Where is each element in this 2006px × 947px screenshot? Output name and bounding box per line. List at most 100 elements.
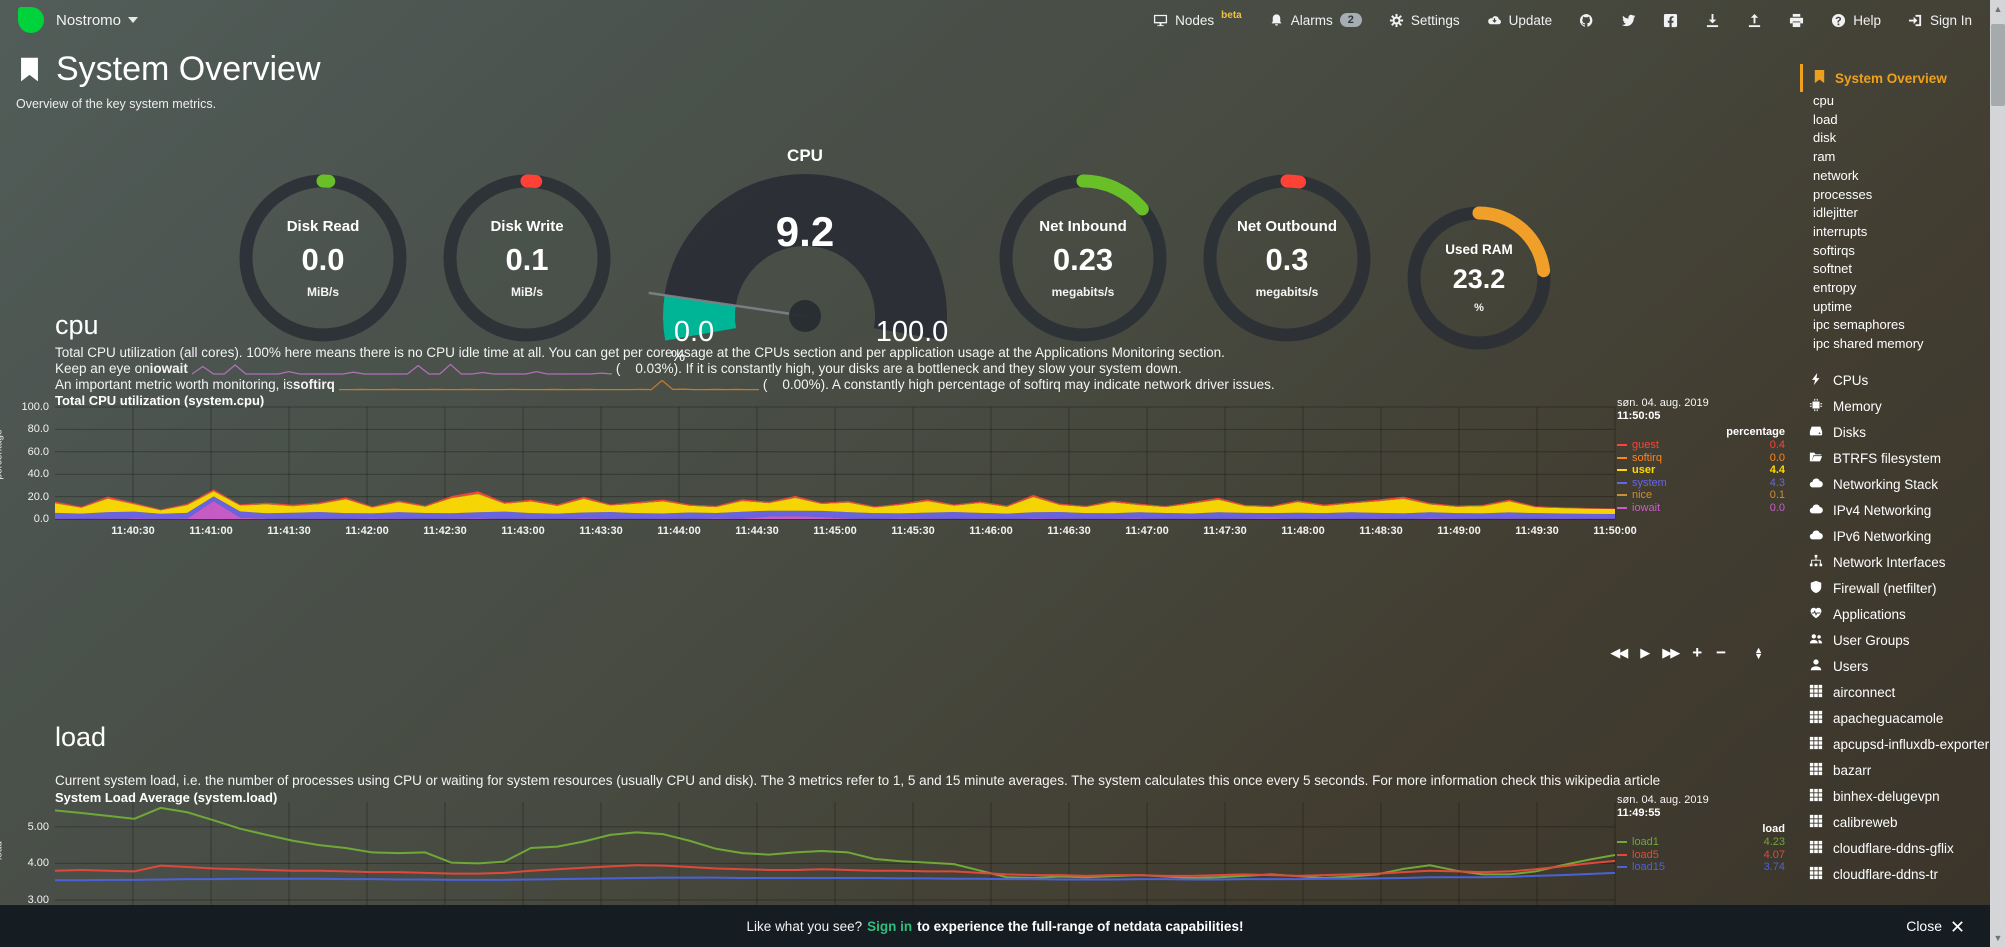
- sidebar-item-users[interactable]: Users: [1800, 654, 1990, 680]
- sidebar-item-ipv6-networking[interactable]: IPv6 Networking: [1800, 524, 1990, 550]
- cpu-utilization-chart[interactable]: Total CPU utilization (system.cpu) perce…: [0, 393, 1785, 683]
- netdata-logo-icon[interactable]: [18, 7, 44, 33]
- legend-row-iowait[interactable]: iowait 0.0: [1617, 502, 1785, 515]
- iowait-sparkline[interactable]: [191, 361, 612, 376]
- zoom-in-button[interactable]: +: [1692, 643, 1703, 662]
- sidebar-item-applications[interactable]: Applications: [1800, 602, 1990, 628]
- sidebar-item-user-groups[interactable]: User Groups: [1800, 628, 1990, 654]
- nav-nodes[interactable]: Nodes beta: [1153, 10, 1242, 28]
- sidebar-subitem-interrupts[interactable]: interrupts: [1813, 223, 1868, 239]
- resize-handle[interactable]: ▲ ▼: [1754, 645, 1763, 661]
- sidebar-subitem-ipc-semaphores[interactable]: ipc semaphores: [1813, 317, 1905, 333]
- gauge-cpu[interactable]: CPU 9.2 0.0 100.0 %: [645, 146, 965, 366]
- gauge-net-outbound[interactable]: Net Outbound 0.3 megabits/s: [1201, 172, 1373, 344]
- legend-series-name: load5: [1632, 848, 1659, 861]
- nav-alarms[interactable]: Alarms 2: [1269, 13, 1362, 28]
- nav-twitter[interactable]: [1621, 13, 1636, 28]
- sidebar-subitem-disk[interactable]: disk: [1813, 130, 1837, 146]
- legend-row-load5[interactable]: load5 4.07: [1617, 849, 1785, 862]
- zoom-out-button[interactable]: −: [1716, 643, 1727, 662]
- cpu-chart-canvas: [55, 406, 1616, 520]
- legend-swatch: [1617, 494, 1627, 497]
- sidebar-subitem-uptime[interactable]: uptime: [1813, 298, 1853, 314]
- nav-github[interactable]: [1579, 13, 1594, 28]
- sidebar-item-network-interfaces[interactable]: Network Interfaces: [1800, 550, 1990, 576]
- legend-swatch: [1617, 841, 1627, 844]
- legend-series-name: nice: [1632, 489, 1653, 501]
- pan-backward-button[interactable]: ◀◀: [1610, 645, 1628, 660]
- legend-unit-header: load: [1762, 823, 1785, 835]
- nav-import[interactable]: [1747, 13, 1762, 28]
- nav-settings[interactable]: Settings: [1389, 13, 1460, 28]
- legend-row-load1[interactable]: load1 4.23: [1617, 836, 1785, 849]
- legend-row-load15[interactable]: load15 3.74: [1617, 861, 1785, 874]
- gauge-used-ram[interactable]: Used RAM 23.2 %: [1405, 204, 1553, 352]
- banner-close-button[interactable]: Close: [1906, 918, 1964, 934]
- y-tick: 0.0: [33, 513, 49, 525]
- sidebar-item-bazarr[interactable]: bazarr: [1800, 758, 1990, 784]
- legend-row-system[interactable]: system 4.3: [1617, 477, 1785, 490]
- sidebar-subitem-idlejitter[interactable]: idlejitter: [1813, 205, 1858, 221]
- load-chart-canvas: [54, 802, 1616, 913]
- legend-row-user[interactable]: user 4.4: [1617, 464, 1785, 477]
- sidebar-subitem-softnet[interactable]: softnet: [1813, 261, 1853, 277]
- sidebar-item-firewall-netfilter-[interactable]: Firewall (netfilter): [1800, 576, 1990, 602]
- nav-help[interactable]: Help: [1831, 13, 1881, 28]
- scroll-up-arrow-icon[interactable]: ▲: [1993, 4, 2003, 14]
- scroll-down-arrow-icon[interactable]: ▼: [1993, 933, 2003, 943]
- play-button[interactable]: ▶: [1640, 645, 1650, 660]
- github-icon: [1579, 13, 1594, 28]
- x-tick: 11:42:00: [345, 525, 389, 537]
- legend-row-softirq[interactable]: softirq 0.0: [1617, 452, 1785, 465]
- sidebar-item-btrfs-filesystem[interactable]: BTRFS filesystem: [1800, 446, 1990, 472]
- legend-row-guest[interactable]: guest 0.4: [1617, 439, 1785, 452]
- pan-forward-button[interactable]: ▶▶: [1662, 645, 1680, 660]
- gauge-value: 23.2: [1452, 264, 1506, 294]
- sidebar-subitem-cpu[interactable]: cpu: [1813, 93, 1834, 108]
- bell-icon: [1269, 13, 1284, 28]
- sidebar-item-ipv4-networking[interactable]: IPv4 Networking: [1800, 498, 1990, 524]
- x-tick: 11:46:30: [1047, 525, 1091, 537]
- gauge-disk-read[interactable]: Disk Read 0.0 MiB/s: [237, 172, 409, 344]
- sidebar-item-disks[interactable]: Disks: [1800, 420, 1990, 446]
- cpu-description-1: Total CPU utilization (all cores). 100% …: [55, 345, 1225, 360]
- hostname-menu[interactable]: Nostromo: [56, 12, 139, 29]
- gauge-label: Disk Read: [286, 217, 360, 235]
- sidebar-item-apcupsd-influxdb-exporter[interactable]: apcupsd-influxdb-exporter: [1800, 732, 1990, 758]
- sidebar-subitem-load[interactable]: load: [1813, 111, 1838, 127]
- nav-print[interactable]: [1789, 13, 1804, 28]
- nav-facebook[interactable]: [1663, 13, 1678, 28]
- page-scrollbar[interactable]: ▲ ▼: [1990, 0, 2006, 947]
- sidebar-subitem-network[interactable]: network: [1813, 167, 1859, 183]
- sidebar-item-cpus[interactable]: CPUs: [1800, 368, 1990, 394]
- gauge-net-inbound[interactable]: Net Inbound 0.23 megabits/s: [997, 172, 1169, 344]
- nav-export[interactable]: [1705, 13, 1720, 28]
- banner-signin-link[interactable]: Sign in: [867, 918, 913, 934]
- sidebar-item-airconnect[interactable]: airconnect: [1800, 680, 1990, 706]
- sidebar-item-apacheguacamole[interactable]: apacheguacamole: [1800, 706, 1990, 732]
- cpu-chart-plot[interactable]: 100.0 80.0 60.0 40.0 20.0 0.0 11:40:30 11:41:00…: [21, 401, 1636, 537]
- nav-update[interactable]: Update: [1487, 13, 1552, 28]
- sidebar-item-cloudflare-ddns-tr[interactable]: cloudflare-ddns-tr: [1800, 862, 1990, 888]
- sidebar-subitem-processes[interactable]: processes: [1813, 186, 1873, 202]
- sidebar-item-cloudflare-ddns-gflix[interactable]: cloudflare-ddns-gflix: [1800, 836, 1990, 862]
- help-label: Help: [1853, 12, 1881, 28]
- nav-signin[interactable]: Sign In: [1908, 13, 1972, 28]
- legend-time: 11:50:05: [1617, 410, 1661, 422]
- load-chart-plot[interactable]: 5.004.003.0011:40:3011:41:0011:41:3011:4…: [28, 802, 1637, 930]
- sidebar-item-memory[interactable]: Memory: [1800, 394, 1990, 420]
- sidebar-subitem-ram[interactable]: ram: [1813, 149, 1836, 165]
- sidebar-item-calibreweb[interactable]: calibreweb: [1800, 810, 1990, 836]
- sidebar-item-binhex-delugevpn[interactable]: binhex-delugevpn: [1800, 784, 1990, 810]
- sidebar-subitem-ipc-shared-memory[interactable]: ipc shared memory: [1813, 336, 1924, 352]
- sidebar-subitem-entropy[interactable]: entropy: [1813, 280, 1857, 296]
- scrollbar-thumb[interactable]: [1991, 24, 2005, 106]
- sidebar-item-system-overview[interactable]: System Overview: [1800, 64, 1990, 92]
- sidebar-item-networking-stack[interactable]: Networking Stack: [1800, 472, 1990, 498]
- sidebar-item-label: Firewall (netfilter): [1833, 581, 1937, 597]
- legend-row-nice[interactable]: nice 0.1: [1617, 489, 1785, 502]
- sidebar-subitem-softirqs[interactable]: softirqs: [1813, 242, 1855, 258]
- gauge-disk-write[interactable]: Disk Write 0.1 MiB/s: [441, 172, 613, 344]
- softirq-sparkline[interactable]: [338, 377, 759, 392]
- legend-series-name: load1: [1632, 836, 1659, 848]
